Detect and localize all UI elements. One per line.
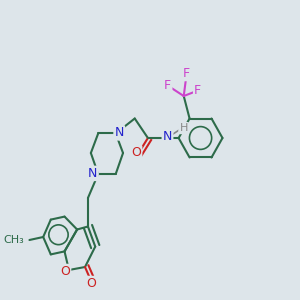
Text: O: O [60,265,70,278]
Text: O: O [86,277,96,290]
Text: CH₃: CH₃ [3,235,24,245]
Text: F: F [164,79,171,92]
Text: N: N [88,167,98,180]
Text: F: F [194,84,201,97]
Text: N: N [115,126,124,140]
Text: N: N [163,130,172,143]
Text: H: H [179,123,188,133]
Text: O: O [131,146,141,160]
Text: F: F [183,67,190,80]
